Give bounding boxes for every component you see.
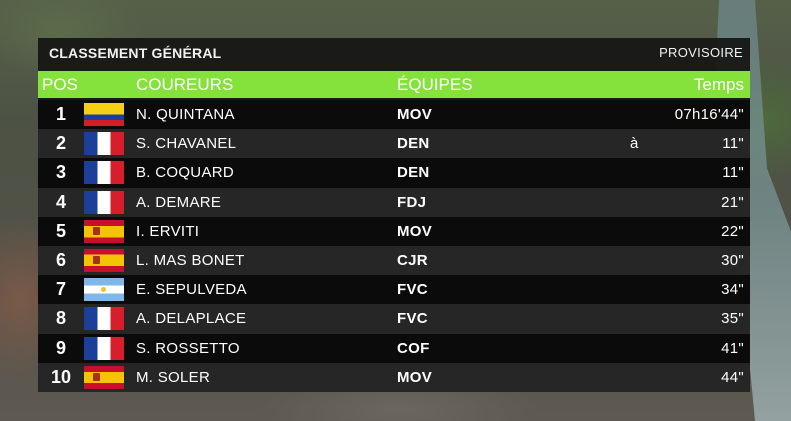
rider-time: 44" <box>721 368 744 386</box>
standings-row: 5 I. ERVITI MOV 22" <box>38 216 750 246</box>
rider-name: A. DEMARE <box>136 193 222 211</box>
argentina-flag <box>84 278 124 302</box>
position-number: 8 <box>55 308 66 329</box>
france-flag <box>84 307 124 331</box>
standings-row: 8 A. DELAPLACE FVC 35" <box>38 304 750 334</box>
column-header-bar: POS COUREURS ÉQUIPES Temps <box>38 71 750 98</box>
rider-time: 21" <box>721 193 744 211</box>
standings-row: 1 N. QUINTANA MOV 07h16'44" <box>38 100 750 130</box>
standings-row: 2 S. CHAVANEL DEN à 11" <box>38 129 750 159</box>
position-number: 4 <box>55 191 66 212</box>
rider-name: M. SOLER <box>136 368 211 386</box>
colombia-flag <box>84 103 124 126</box>
rider-name: L. MAS BONET <box>136 251 245 269</box>
standings-row: 9 S. ROSSETTO COF 41" <box>38 333 750 363</box>
rider-name: E. SEPULVEDA <box>136 281 247 299</box>
rider-name: I. ERVITI <box>136 222 200 240</box>
position-number: 5 <box>55 220 66 241</box>
team-code: COF <box>397 339 430 357</box>
team-code: FVC <box>397 310 428 328</box>
rider-time: 35" <box>721 310 744 328</box>
rider-time: 11" <box>722 135 744 153</box>
standings-row: 7 E. SEPULVEDA FVC 34" <box>38 275 750 305</box>
standings-row: 4 A. DEMARE FDJ 21" <box>38 187 750 217</box>
standings-list: 1 N. QUINTANA MOV 07h16'44" 2 S. CHAVANEL DEN à… <box>38 100 750 392</box>
rider-name: S. CHAVANEL <box>136 135 237 153</box>
france-flag <box>84 336 124 360</box>
rider-name: A. DELAPLACE <box>136 310 247 328</box>
rider-name: S. ROSSETTO <box>136 339 240 357</box>
rider-time: 22" <box>721 222 744 240</box>
status-label: PROVISOIRE <box>659 45 743 60</box>
position-number: 1 <box>55 104 66 124</box>
standings-row: 6 L. MAS BONET CJR 30" <box>38 245 750 276</box>
standings-row: 3 B. COQUARD DEN 11" <box>38 158 750 188</box>
position-number: 9 <box>55 337 66 358</box>
standings-row: 10 M. SOLER MOV 44" <box>38 362 750 392</box>
team-code: FDJ <box>397 193 427 211</box>
column-riders: COUREURS <box>136 75 234 94</box>
gap-prefix: à <box>630 135 639 153</box>
rider-name: N. QUINTANA <box>136 106 235 123</box>
standings-board: CLASSEMENT GÉNÉRAL PROVISOIRE POS COUREU… <box>38 38 750 392</box>
column-time: Temps <box>693 75 744 94</box>
rider-time: 34" <box>721 281 744 299</box>
team-code: FVC <box>397 281 428 299</box>
spain-flag <box>84 219 124 243</box>
rider-time: 41" <box>721 339 744 357</box>
team-code: DEN <box>397 164 430 182</box>
board-title: CLASSEMENT GÉNÉRAL <box>49 45 222 61</box>
team-code: MOV <box>397 106 433 123</box>
rider-name: B. COQUARD <box>136 164 235 182</box>
rider-time: 30" <box>721 251 744 269</box>
spain-flag <box>84 248 124 272</box>
position-number: 2 <box>55 133 66 154</box>
spain-flag <box>84 365 124 389</box>
board-header: CLASSEMENT GÉNÉRAL PROVISOIRE <box>38 38 750 68</box>
team-code: CJR <box>397 251 428 269</box>
position-number: 3 <box>55 162 66 183</box>
column-pos: POS <box>42 75 78 94</box>
team-code: MOV <box>397 222 433 240</box>
team-code: DEN <box>397 135 430 153</box>
team-code: MOV <box>397 368 433 386</box>
france-flag <box>84 190 124 214</box>
position-number: 10 <box>50 366 72 387</box>
position-number: 7 <box>55 279 66 300</box>
rider-time: 07h16'44" <box>674 106 744 123</box>
position-number: 6 <box>55 249 66 270</box>
france-flag <box>84 161 124 185</box>
rider-time: 11" <box>722 164 744 182</box>
france-flag <box>84 132 124 156</box>
column-teams: ÉQUIPES <box>397 75 473 94</box>
